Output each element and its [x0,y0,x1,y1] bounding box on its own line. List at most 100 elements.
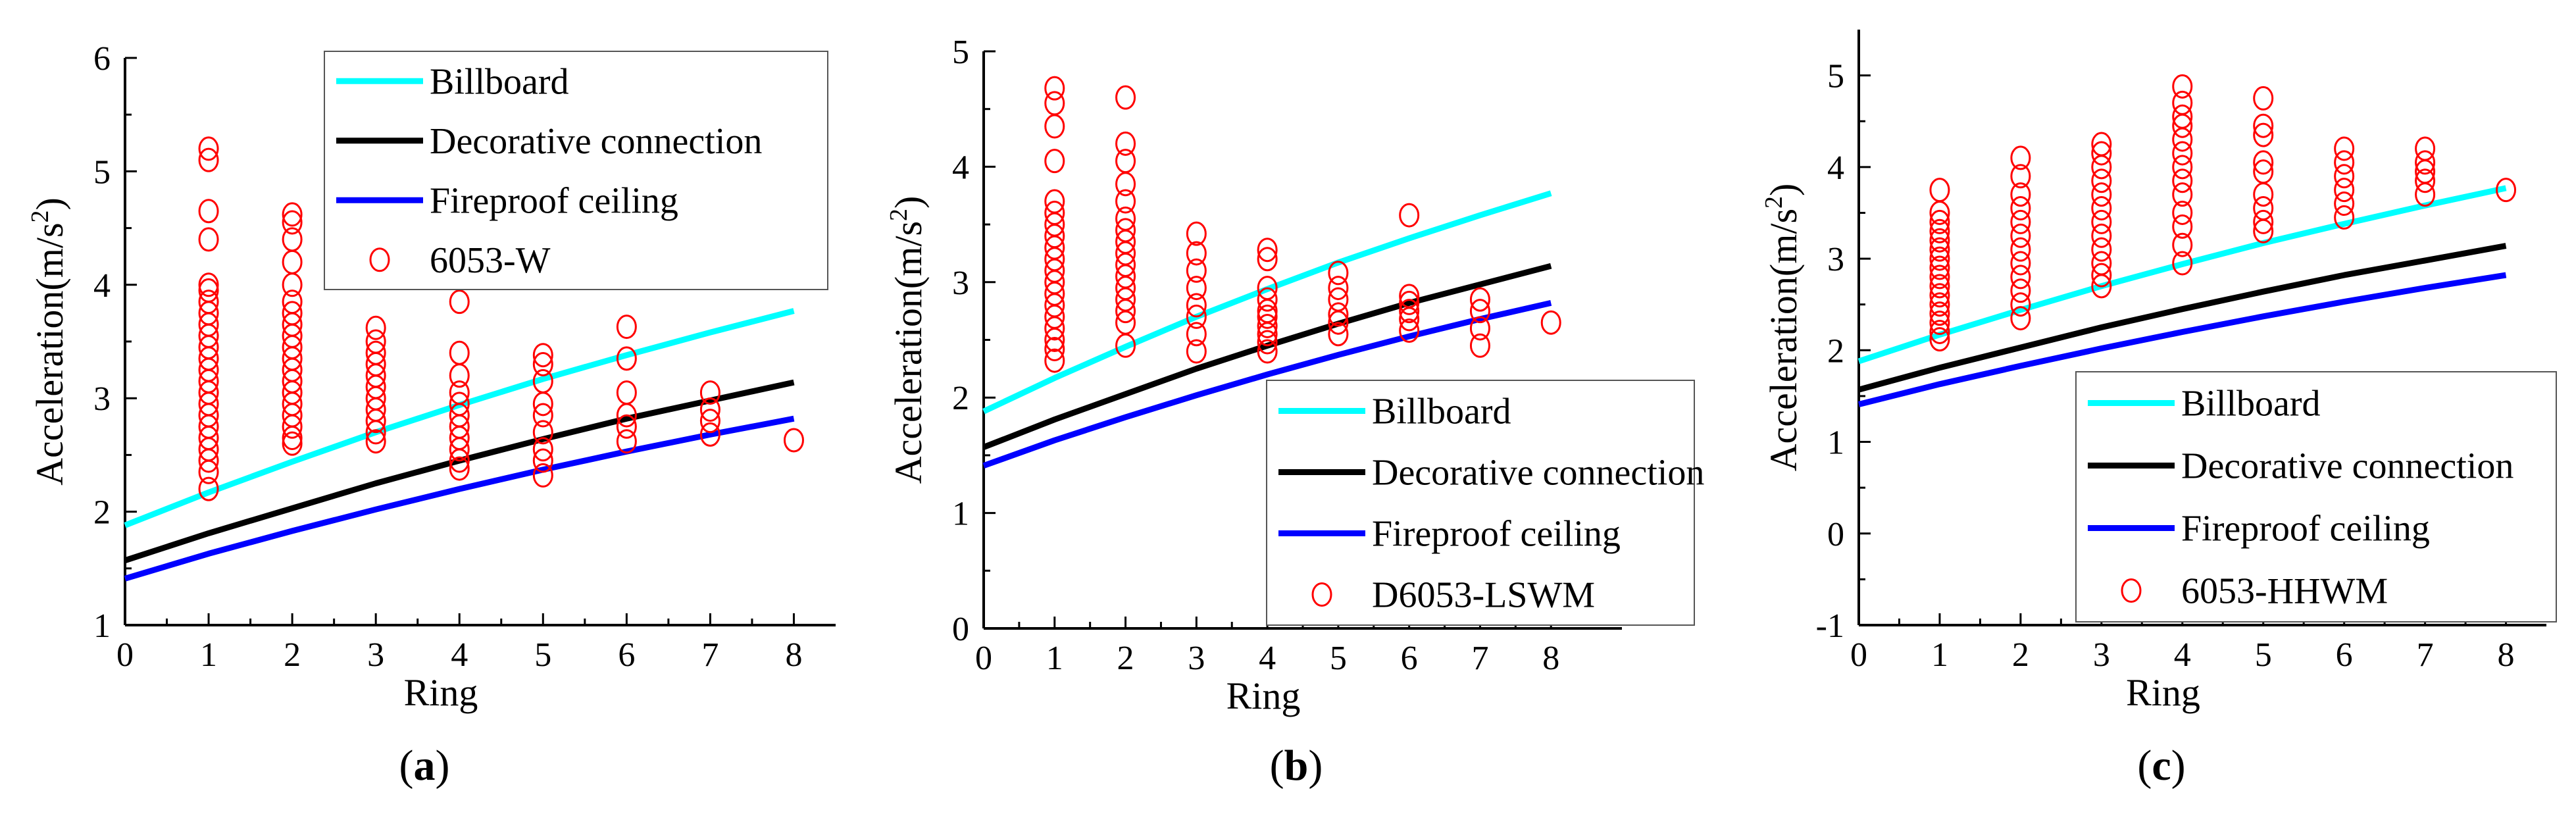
scatter-point [1186,339,1207,364]
y-tick-label: 1 [93,607,111,645]
scatter-point [1257,313,1278,338]
scatter-point [2091,274,2112,299]
x-tick-label: 0 [116,636,134,674]
scatter-point [365,420,386,445]
scatter-point [1257,238,1278,263]
scatter-point [1257,330,1278,355]
y-tick-label: 4 [93,267,111,305]
scatter-point [616,414,637,439]
x-tick-label: 0 [975,640,992,677]
scatter-point [1929,237,1950,262]
scatter-point [1929,178,1950,203]
x-tick-label: 2 [2012,636,2029,674]
y-tick-label: 3 [952,265,969,302]
scatter-point [449,340,470,365]
scatter-point [2334,191,2355,216]
scatter-point [2253,150,2274,175]
x-tick-label: 4 [2174,636,2191,674]
scatter-point [2415,136,2436,161]
scatter-point [1929,292,1950,317]
scatter-point [1186,221,1207,246]
scatter-point [1115,149,1136,174]
scatter-point [282,272,303,297]
x-tick-label: 0 [1850,636,1867,674]
series-line-fireproof-ceiling [124,415,795,582]
scatter-point [532,437,553,462]
x-tick-label: 1 [1046,640,1063,677]
legend: Billboard Decorative connection Fireproof … [324,51,828,290]
x-tick-label: 6 [618,636,635,674]
legend-label: Fireproof ceiling [2181,509,2430,549]
scatter-point [365,409,386,434]
scatter-point [1469,287,1490,312]
scatter-point [282,202,303,227]
scatter-point [2253,209,2274,234]
y-tick-label: 0 [1827,516,1844,553]
scatter-point [198,136,219,161]
legend-box [1266,380,1695,626]
scatter-point [532,448,553,473]
scatter-point [449,363,470,388]
scatter-point [1044,316,1065,341]
scatter-point [2091,209,2112,234]
scatter-point [1469,333,1490,358]
legend-swatch [369,247,390,272]
scatter-point [1328,261,1349,286]
scatter-point [2172,113,2193,138]
scatter-point [2172,141,2193,166]
scatter-point [1115,172,1136,197]
scatter-point [616,346,637,371]
scatter-point [2091,223,2112,248]
series-line-billboard [982,190,1552,415]
series-line-fireproof-ceiling [1857,272,2507,407]
scatter-point [2172,214,2193,239]
legend-label: 6053-W [430,240,551,281]
scatter-point [1115,299,1136,324]
scatter-point [1929,274,1950,299]
scatter-point [1399,307,1420,332]
y-tick-label: 1 [1827,424,1844,462]
scatter-point [198,448,219,473]
scatter-point [1186,276,1207,301]
legend-box [324,51,828,290]
scatter-point [2091,168,2112,193]
legend-label: Decorative connection [2181,446,2513,487]
panel-caption: (c) [2137,742,2185,790]
scatter-point [2010,164,2031,189]
scatter-point [1115,333,1136,358]
scatter-point [2091,182,2112,207]
scatter-point [2334,164,2355,189]
y-tick-label: 5 [952,34,969,71]
x-tick-label: 5 [534,636,551,674]
scatter-point [1186,322,1207,347]
scatter-point [1328,322,1349,347]
scatter-point [1044,114,1065,139]
scatter-point [2415,150,2436,175]
scatter-point [2415,182,2436,207]
scatter-point [616,380,637,405]
y-tick-label: 2 [1827,332,1844,370]
scatter-point [2172,182,2193,207]
legend-label: 6053-HHWM [2181,571,2388,612]
scatter-point [2091,263,2112,288]
y-tick-label: 3 [1827,241,1844,278]
x-tick-label: 6 [1401,640,1418,677]
scatter-point [282,249,303,274]
scatter-point [2010,209,2031,234]
scatter-point [1929,265,1950,290]
scatter-point [1540,310,1561,335]
scatter-point [1328,276,1349,301]
scatter-point [1469,316,1490,341]
scatter-point [2010,278,2031,303]
x-axis-title: Ring [404,671,478,714]
x-tick-label: 5 [2255,636,2272,674]
legend: Billboard Decorative connection Fireproof … [1266,380,1704,626]
scatter-point [1257,247,1278,272]
scatter-point [1929,209,1950,234]
scatter-point [2172,251,2193,276]
scatter-point [1044,76,1065,101]
scatter-point [1257,339,1278,364]
scatter-point [2415,168,2436,193]
scatter-point [198,199,219,224]
y-tick-label: -1 [1816,607,1844,645]
